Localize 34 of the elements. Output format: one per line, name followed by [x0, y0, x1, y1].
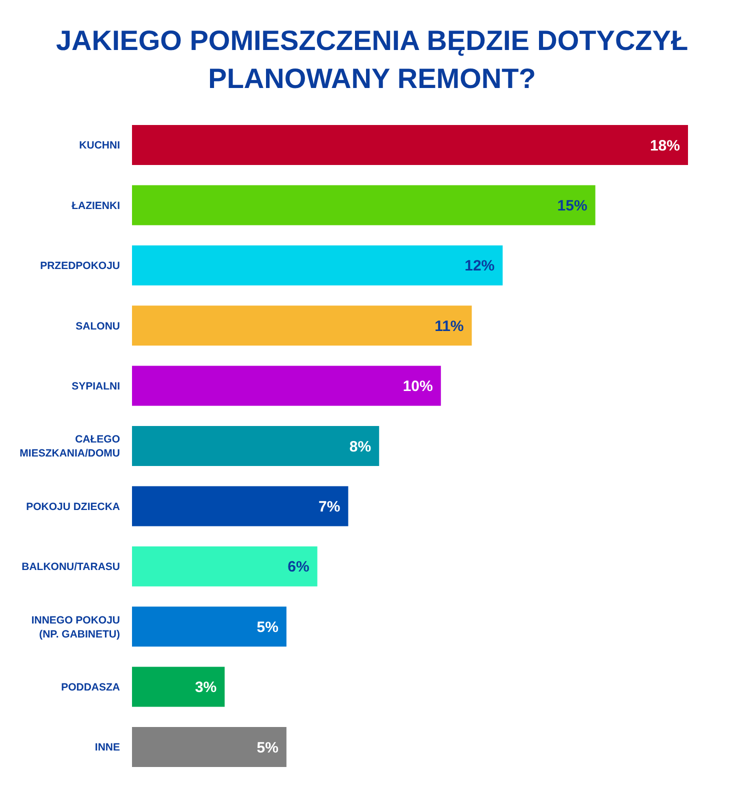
y-tick-label: INNEGO POKOJU (NP. GABINETU) [31, 614, 120, 640]
bar [132, 546, 318, 586]
bar [132, 666, 225, 707]
data-label: 5% [256, 739, 278, 756]
y-tick-label: PODDASZA [61, 681, 120, 694]
y-tick-label: SYPIALNI [72, 380, 120, 392]
bar [132, 306, 472, 346]
data-label: 12% [464, 258, 495, 275]
data-label: 8% [349, 438, 372, 456]
data-label: 5% [256, 618, 278, 636]
chart-title: JAKIEGO POMIESZCZENIA BĘDZIE DOTYCZYŁ PLANOWANY REMONT? [56, 25, 688, 94]
bar [132, 125, 688, 165]
bar [132, 366, 441, 406]
data-label: 6% [288, 558, 310, 576]
bar [132, 606, 286, 647]
bar [132, 486, 348, 526]
data-label: 3% [194, 679, 217, 696]
y-tick-label: POKOJU DZIECKA [26, 500, 120, 513]
bar [132, 727, 286, 767]
bar [132, 245, 503, 286]
y-tick-label: BALKONU/TARASU [22, 561, 120, 574]
y-tick-label: INNE [94, 742, 120, 754]
y-tick-label: CAŁEGO MIESZKANIA/DOMU [20, 434, 120, 460]
y-tick-label: KUCHNI [79, 140, 120, 152]
y-tick-label: SALONU [76, 320, 120, 332]
data-label: 7% [318, 498, 340, 516]
y-tick-label: ŁAZIENKI [72, 200, 120, 212]
y-tick-label: PRZEDPOKOJU [40, 260, 120, 272]
data-label: 15% [557, 197, 588, 214]
bar [132, 185, 596, 226]
data-label: 10% [402, 378, 433, 396]
bar [132, 426, 380, 466]
data-label: 11% [434, 318, 464, 335]
data-label: 18% [650, 137, 680, 154]
